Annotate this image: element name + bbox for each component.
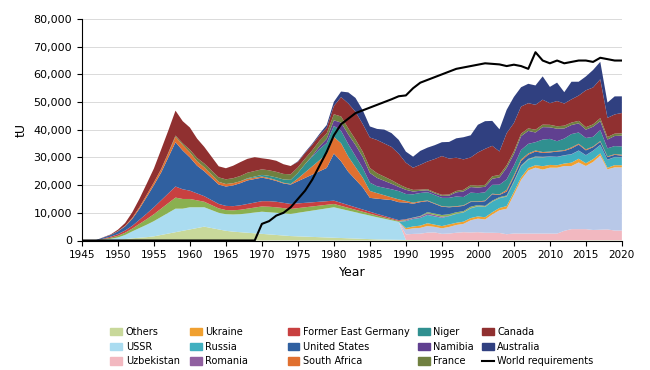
- World requirements: [78, 238, 86, 243]
- World requirements: [129, 238, 136, 243]
- World requirements: [424, 78, 432, 82]
- World requirements: [510, 63, 518, 67]
- Legend: Others, USSR, Uzbekistan, Kazakhstan, Ukraine, Russia, Romania, Czech Republic, : Others, USSR, Uzbekistan, Kazakhstan, Uk…: [106, 323, 597, 370]
- World requirements: [438, 72, 446, 77]
- Y-axis label: tU: tU: [15, 123, 28, 137]
- World requirements: [532, 50, 539, 54]
- World requirements: [618, 58, 626, 63]
- Line: World requirements: World requirements: [82, 52, 622, 240]
- World requirements: [359, 108, 367, 112]
- World requirements: [265, 219, 273, 223]
- X-axis label: Year: Year: [339, 266, 365, 279]
